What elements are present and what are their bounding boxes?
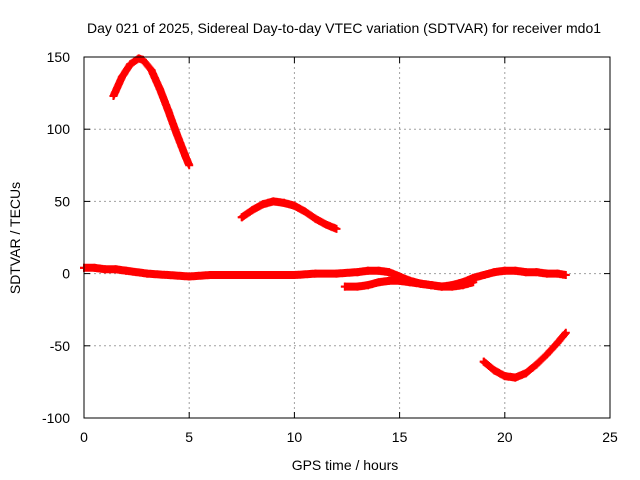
data-point	[521, 369, 530, 378]
x-tick-label: 0	[80, 429, 88, 445]
data-point	[172, 129, 181, 138]
chart-title: Day 021 of 2025, Sidereal Day-to-day VTE…	[87, 20, 601, 36]
data-point	[490, 366, 499, 375]
data-point	[143, 269, 152, 278]
series-trail	[340, 276, 476, 291]
data-point	[416, 279, 425, 288]
data-point	[542, 350, 551, 359]
data-point	[311, 269, 320, 278]
data-point	[206, 271, 215, 280]
data-point	[374, 278, 383, 287]
x-tick-label: 15	[392, 429, 408, 445]
data-point	[185, 161, 194, 170]
data-point	[469, 278, 478, 287]
data-point	[553, 269, 562, 278]
data-point	[185, 272, 194, 281]
plot-frame	[83, 56, 611, 419]
series-arc-4	[340, 276, 478, 291]
data-point	[374, 266, 383, 275]
data-point	[511, 266, 520, 275]
data-point	[385, 268, 394, 277]
data-point	[479, 357, 488, 366]
y-tick-label: 0	[62, 266, 70, 282]
data-point	[180, 151, 189, 160]
data-point	[155, 84, 164, 93]
data-point	[406, 278, 415, 287]
series-arc-2	[237, 197, 341, 233]
y-tick-label: 100	[47, 121, 71, 137]
data-point	[117, 73, 126, 82]
x-tick-label: 10	[287, 429, 303, 445]
data-point	[511, 373, 520, 382]
data-point	[532, 360, 541, 369]
series-trail	[80, 263, 569, 291]
x-tick-label: 5	[185, 429, 193, 445]
axis-ticks: 0 5 10 15 20 25 -100 -50 0 50 100 150	[42, 49, 618, 445]
data-point	[164, 106, 173, 115]
x-tick-label: 20	[497, 429, 513, 445]
data-point	[109, 91, 118, 100]
data-point	[164, 271, 173, 280]
y-tick-label: -100	[42, 410, 70, 426]
data-point	[122, 266, 131, 275]
data-point	[353, 282, 362, 291]
series-trail	[237, 197, 340, 233]
data-point	[490, 268, 499, 277]
data-point	[353, 268, 362, 277]
data-point	[269, 197, 278, 206]
data-point	[300, 207, 309, 216]
data-point	[279, 198, 288, 207]
data-point	[90, 263, 99, 272]
data-point	[500, 372, 509, 381]
data-point	[248, 206, 257, 215]
data-point	[553, 338, 562, 347]
data-point	[448, 282, 457, 291]
data-point	[521, 268, 530, 277]
y-axis-label: SDTVAR / TECUs	[7, 182, 23, 294]
data-point	[532, 268, 541, 277]
data-point	[290, 201, 299, 210]
series-arc-1	[109, 54, 194, 170]
data-point	[248, 271, 257, 280]
data-point	[340, 282, 349, 291]
x-axis-label: GPS time / hours	[292, 457, 399, 473]
x-tick-label: 25	[602, 429, 618, 445]
y-tick-label: 150	[47, 49, 71, 65]
data-point	[147, 65, 156, 74]
data-point	[500, 266, 509, 275]
data-point	[561, 328, 570, 337]
data-point	[395, 276, 404, 285]
data-point	[134, 54, 143, 63]
series-arc-3	[80, 263, 570, 291]
data-series	[80, 54, 570, 382]
data-point	[332, 269, 341, 278]
data-point	[561, 271, 570, 280]
series-arc-5	[479, 328, 570, 382]
data-point	[479, 271, 488, 280]
data-point	[269, 271, 278, 280]
data-point	[437, 282, 446, 291]
data-point	[126, 60, 135, 69]
data-point	[111, 265, 120, 274]
data-point	[542, 269, 551, 278]
grid-lines	[84, 57, 610, 418]
data-point	[290, 271, 299, 280]
data-point	[427, 281, 436, 290]
data-point	[321, 220, 330, 229]
data-point	[332, 224, 341, 233]
y-tick-label: 50	[54, 193, 70, 209]
data-point	[311, 214, 320, 223]
data-point	[227, 271, 236, 280]
data-point	[364, 281, 373, 290]
y-tick-label: -50	[50, 338, 70, 354]
data-point	[237, 213, 246, 222]
data-point	[385, 276, 394, 285]
data-point	[258, 200, 267, 209]
data-point	[364, 266, 373, 275]
data-point	[101, 265, 110, 274]
data-point	[458, 281, 467, 290]
